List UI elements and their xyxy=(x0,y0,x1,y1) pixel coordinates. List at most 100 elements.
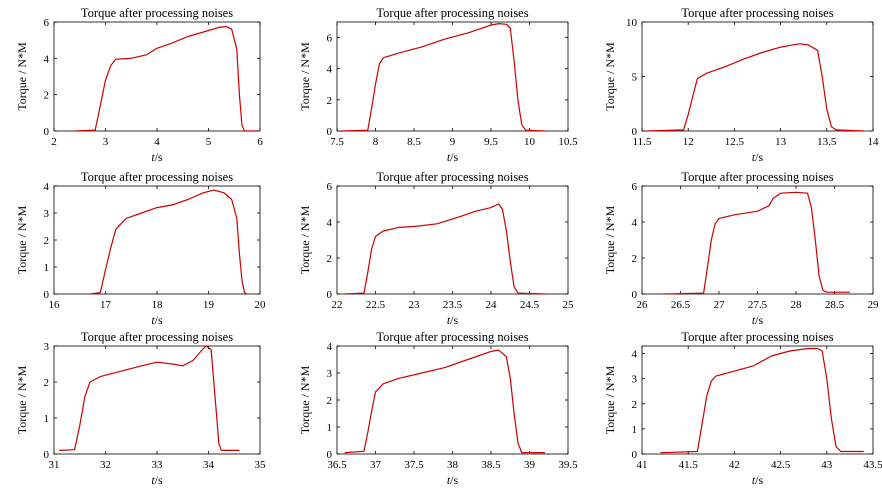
y-tick-label: 1 xyxy=(632,424,638,436)
y-axis-label: Torque / N*M xyxy=(15,365,29,434)
x-tick-label: 19 xyxy=(203,299,215,311)
x-tick-label: 28.5 xyxy=(825,299,845,311)
y-tick-label: 2 xyxy=(44,235,50,247)
y-tick-label: 4 xyxy=(327,341,333,353)
plot-frame xyxy=(53,185,261,295)
y-tick-label: 4 xyxy=(44,53,50,65)
y-tick-label: 0 xyxy=(632,289,638,301)
x-axis-label: t/s xyxy=(752,473,764,487)
y-tick-label: 2 xyxy=(327,395,333,407)
plot-frame xyxy=(641,21,874,132)
chart-title: Torque after processing noises xyxy=(81,170,233,184)
y-tick-label: 0 xyxy=(327,449,333,461)
y-axis-label: Torque / N*M xyxy=(15,205,29,274)
plot-frame xyxy=(336,21,569,132)
x-tick-label: 26 xyxy=(637,299,649,311)
y-tick-label: 4 xyxy=(632,349,638,361)
x-tick-label: 43 xyxy=(821,459,833,471)
y-tick-label: 4 xyxy=(44,181,50,193)
chart-panel-6: Torque after processing noises 26 26.5 27 27… xyxy=(603,170,879,327)
x-tick-label: 4 xyxy=(154,136,160,148)
y-tick-label: 0 xyxy=(327,126,333,138)
y-tick-label: 6 xyxy=(44,17,50,29)
y-tick-label: 3 xyxy=(44,341,50,353)
y-tick-label: 1 xyxy=(327,422,333,434)
x-tick-label: 24 xyxy=(486,299,498,311)
y-tick-label: 1 xyxy=(44,262,50,274)
torque-series-line xyxy=(344,349,545,454)
x-tick-label: 35 xyxy=(255,459,267,471)
x-tick-label: 5 xyxy=(206,136,212,148)
y-tick-label: 3 xyxy=(327,368,333,380)
y-tick-label: 2 xyxy=(44,377,50,389)
x-tick-label: 22 xyxy=(332,299,343,311)
x-tick-label: 12 xyxy=(683,136,694,148)
x-tick-label: 8 xyxy=(373,136,379,148)
y-axis-label: Torque / N*M xyxy=(298,42,312,111)
x-tick-label: 17 xyxy=(100,299,112,311)
x-tick-label: 39 xyxy=(524,459,536,471)
x-tick-label: 20 xyxy=(255,299,267,311)
x-axis-label: t/s xyxy=(752,313,764,327)
x-tick-label: 24.5 xyxy=(520,299,540,311)
y-tick-label: 6 xyxy=(327,33,333,45)
x-tick-label: 25 xyxy=(563,299,575,311)
chart-panel-5: Torque after processing noises 22 22.5 23 23… xyxy=(298,170,574,327)
y-tick-label: 0 xyxy=(44,449,50,461)
x-tick-label: 23.5 xyxy=(443,299,463,311)
x-tick-label: 38.5 xyxy=(481,459,501,471)
torque-series-line xyxy=(59,345,240,451)
x-tick-label: 27.5 xyxy=(748,299,768,311)
plot-frame xyxy=(336,185,569,295)
y-axis-label: Torque / N*M xyxy=(298,205,312,274)
x-axis-label: t/s xyxy=(447,313,459,327)
plot-frame xyxy=(641,185,874,295)
x-axis-label: t/s xyxy=(151,473,163,487)
x-tick-label: 43.5 xyxy=(863,459,882,471)
plot-frame xyxy=(641,345,874,455)
chart-panel-3: Torque after processing noises 11.5 12 12.5… xyxy=(603,6,879,164)
x-tick-label: 38 xyxy=(447,459,459,471)
y-tick-label: 4 xyxy=(327,217,333,229)
x-tick-label: 26.5 xyxy=(671,299,691,311)
y-tick-label: 0 xyxy=(44,289,50,301)
y-tick-label: 4 xyxy=(632,217,638,229)
torque-series-line xyxy=(340,23,545,132)
x-tick-label: 42.5 xyxy=(771,459,791,471)
chart-title: Torque after processing noises xyxy=(681,6,833,20)
x-tick-label: 39.5 xyxy=(558,459,578,471)
x-axis-label: t/s xyxy=(447,150,459,164)
y-tick-label: 2 xyxy=(327,95,333,107)
x-tick-label: 36.5 xyxy=(327,459,347,471)
y-tick-label: 3 xyxy=(632,374,638,386)
x-tick-label: 33 xyxy=(152,459,164,471)
x-tick-label: 23 xyxy=(409,299,421,311)
y-tick-label: 6 xyxy=(327,181,333,193)
x-tick-label: 41.5 xyxy=(679,459,699,471)
x-tick-label: 27 xyxy=(714,299,726,311)
chart-panel-8: Torque after processing noises 36.5 37 37.5… xyxy=(298,330,578,487)
x-tick-label: 12.5 xyxy=(725,136,745,148)
torque-series-line xyxy=(344,203,545,295)
x-tick-label: 3 xyxy=(103,136,109,148)
x-tick-label: 10.5 xyxy=(558,136,578,148)
y-tick-label: 4 xyxy=(327,64,333,76)
x-tick-label: 32 xyxy=(100,459,111,471)
chart-title: Torque after processing noises xyxy=(681,330,833,344)
torque-series-line xyxy=(665,191,850,295)
chart-title: Torque after processing noises xyxy=(81,6,233,20)
chart-title: Torque after processing noises xyxy=(681,170,833,184)
x-axis-label: t/s xyxy=(151,150,163,164)
chart-panel-2: Torque after processing noises 7.5 8 8.5 9 9.… xyxy=(298,6,578,164)
x-tick-label: 42 xyxy=(729,459,740,471)
x-tick-label: 41 xyxy=(637,459,648,471)
torque-series-line xyxy=(660,347,864,454)
y-tick-label: 2 xyxy=(327,253,333,265)
x-tick-label: 22.5 xyxy=(366,299,386,311)
x-axis-label: t/s xyxy=(151,313,163,327)
x-tick-label: 2 xyxy=(51,136,57,148)
